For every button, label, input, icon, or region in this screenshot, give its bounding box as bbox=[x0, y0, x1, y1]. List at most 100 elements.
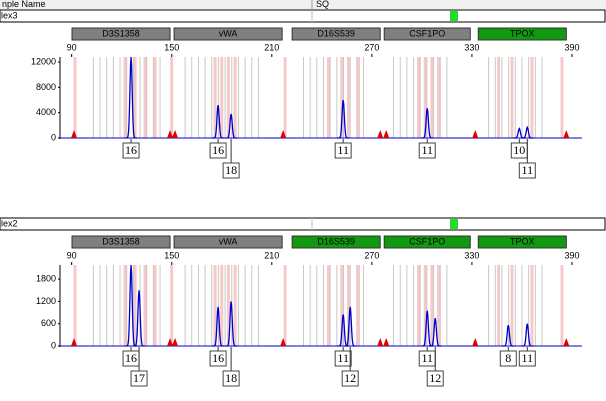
marker-name: D16S539 bbox=[317, 28, 355, 38]
pink-bin bbox=[153, 265, 157, 346]
allele-box bbox=[222, 162, 240, 179]
allele-label: 11 bbox=[522, 163, 534, 177]
pink-bin bbox=[226, 265, 230, 346]
x-tick-label: 390 bbox=[564, 42, 579, 52]
marker-name: vWA bbox=[219, 236, 238, 246]
allele-label: 11 bbox=[421, 143, 433, 157]
allele-box bbox=[341, 370, 359, 387]
x-tick-label: 150 bbox=[164, 250, 179, 260]
peak-group bbox=[125, 265, 534, 347]
pink-bin bbox=[220, 57, 224, 138]
marker-name: vWA bbox=[219, 28, 238, 38]
peak bbox=[344, 306, 357, 347]
allele-label: 16 bbox=[125, 143, 137, 157]
marker-bar bbox=[291, 235, 381, 249]
sq-header: SQ bbox=[316, 0, 329, 9]
pink-bin bbox=[233, 57, 237, 138]
pink-bin bbox=[170, 57, 174, 138]
allele-label: 18 bbox=[225, 371, 237, 385]
pink-bin bbox=[340, 57, 344, 138]
y-tick-label: 12000 bbox=[31, 56, 56, 66]
peak bbox=[521, 125, 534, 139]
allele-box bbox=[426, 370, 444, 387]
pink-bin bbox=[430, 57, 434, 138]
marker-bar bbox=[477, 27, 567, 41]
pink-bin bbox=[430, 265, 434, 346]
size-standard-peak bbox=[472, 130, 479, 138]
y-tick-label: 600 bbox=[41, 318, 56, 328]
size-standard-peak bbox=[563, 338, 570, 346]
marker-bar bbox=[71, 27, 171, 41]
allele-label: 8 bbox=[505, 351, 511, 365]
size-standard-peak bbox=[377, 130, 384, 138]
x-tick-label: 330 bbox=[464, 42, 479, 52]
pink-bin bbox=[123, 57, 127, 138]
allele-box bbox=[418, 142, 436, 159]
allele-box bbox=[334, 142, 352, 159]
allele-label: 11 bbox=[421, 351, 433, 365]
pink-bin bbox=[560, 265, 564, 346]
pink-bin bbox=[423, 57, 427, 138]
marker-name: CSF1PO bbox=[409, 28, 445, 38]
panel-label: lex2 bbox=[1, 218, 18, 228]
pink-bin bbox=[437, 265, 441, 346]
peak bbox=[125, 57, 138, 139]
pink-bin bbox=[510, 265, 514, 346]
allele-label: 11 bbox=[337, 143, 349, 157]
y-tick-label: 1200 bbox=[36, 296, 56, 306]
pink-bin bbox=[170, 265, 174, 346]
size-standard-peak bbox=[472, 338, 479, 346]
y-tick-label: 4000 bbox=[36, 107, 56, 117]
pink-bin bbox=[560, 57, 564, 138]
allele-box bbox=[222, 370, 240, 387]
x-tick-label: 210 bbox=[264, 250, 279, 260]
panel-label-row bbox=[0, 217, 606, 231]
marker-name: D3S1358 bbox=[102, 236, 140, 246]
allele-box bbox=[499, 350, 517, 367]
status-indicator bbox=[450, 219, 458, 229]
allele-box bbox=[518, 350, 536, 367]
peak bbox=[337, 99, 350, 139]
size-standard-peak bbox=[71, 130, 78, 138]
pink-bin bbox=[327, 57, 331, 138]
x-tick-label: 330 bbox=[464, 250, 479, 260]
pink-bin bbox=[213, 265, 217, 346]
pink-bin bbox=[327, 265, 331, 346]
pink-bin bbox=[220, 265, 224, 346]
pink-bin bbox=[340, 265, 344, 346]
header-row bbox=[0, 0, 606, 9]
size-standard-peak bbox=[167, 130, 174, 138]
peak bbox=[133, 290, 146, 347]
allele-label: 16 bbox=[125, 351, 137, 365]
peak-group bbox=[125, 57, 534, 139]
marker-bar bbox=[291, 27, 381, 41]
size-standard-peak bbox=[383, 130, 390, 138]
pink-bin bbox=[417, 57, 421, 138]
x-tick-label: 270 bbox=[364, 250, 379, 260]
size-standard-peak bbox=[280, 338, 287, 346]
marker-bar bbox=[477, 235, 567, 249]
marker-bar bbox=[71, 235, 171, 249]
pink-bin bbox=[233, 265, 237, 346]
size-standard-peak bbox=[172, 338, 179, 346]
marker-name: D3S1358 bbox=[102, 28, 140, 38]
allele-box bbox=[518, 162, 536, 179]
marker-name: TPOX bbox=[510, 236, 535, 246]
pink-bin bbox=[213, 57, 217, 138]
pink-bin bbox=[357, 265, 361, 346]
allele-box bbox=[209, 350, 227, 367]
x-tick-label: 390 bbox=[564, 250, 579, 260]
pink-bin bbox=[283, 265, 287, 346]
panel-label-row bbox=[0, 9, 606, 23]
pink-bin bbox=[123, 265, 127, 346]
marker-bar bbox=[383, 235, 471, 249]
x-tick-label: 150 bbox=[164, 42, 179, 52]
pink-bin bbox=[530, 57, 534, 138]
pink-bin bbox=[347, 265, 351, 346]
allele-label: 12 bbox=[429, 371, 441, 385]
allele-box bbox=[334, 350, 352, 367]
peak bbox=[225, 301, 238, 347]
pink-bin bbox=[417, 265, 421, 346]
allele-label: 16 bbox=[212, 351, 224, 365]
peak bbox=[212, 104, 225, 139]
